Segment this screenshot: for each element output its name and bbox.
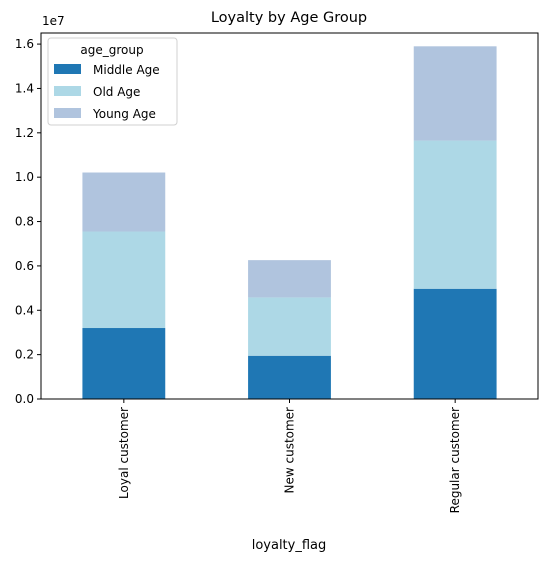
bar-young-age: [413, 46, 497, 141]
legend-swatch: [54, 108, 81, 118]
x-axis: Loyal customer New customer Regular custom…: [117, 399, 462, 513]
bars-group: [82, 46, 497, 399]
bar-young-age: [248, 260, 331, 298]
y-axis-offset-text: 1e7: [42, 14, 65, 28]
y-tick-label: 1.4: [15, 81, 34, 95]
y-tick-label: 0.4: [15, 303, 34, 317]
bar-old-age: [413, 140, 497, 289]
y-tick-label: 0.0: [15, 392, 34, 406]
legend-frame: [47, 37, 178, 126]
bar-middle-age: [413, 288, 497, 399]
x-tick-label: Regular customer: [448, 407, 462, 513]
y-tick-label: 0.6: [15, 259, 34, 273]
y-tick-label: 1.6: [15, 37, 34, 51]
legend[interactable]: age_group Middle Age Old Age Young Age: [47, 37, 178, 126]
legend-swatch: [54, 64, 81, 74]
bar-young-age: [82, 172, 166, 232]
bar-middle-age: [82, 328, 166, 399]
legend-swatch: [54, 86, 81, 96]
legend-label: Middle Age: [93, 63, 160, 77]
legend-title: age_group: [80, 43, 143, 57]
bar-old-age: [248, 297, 331, 356]
y-tick-label: 0.8: [15, 215, 34, 229]
bar-middle-age: [248, 355, 331, 399]
x-tick-label: New customer: [283, 407, 297, 494]
plot-frame: [40, 32, 539, 400]
legend-label: Young Age: [92, 107, 156, 121]
y-tick-label: 0.2: [15, 348, 34, 362]
x-axis-label: loyalty_flag: [252, 538, 327, 553]
y-axis: 0.0 0.2 0.4 0.6 0.8 1.0 1.2 1.4 1.6: [15, 37, 41, 406]
y-tick-label: 1.2: [15, 126, 34, 140]
chart-title: Loyalty by Age Group: [211, 10, 367, 26]
bar-old-age: [82, 231, 166, 329]
y-tick-label: 1.0: [15, 170, 34, 184]
x-tick-label: Loyal customer: [117, 407, 131, 499]
legend-label: Old Age: [93, 85, 140, 99]
